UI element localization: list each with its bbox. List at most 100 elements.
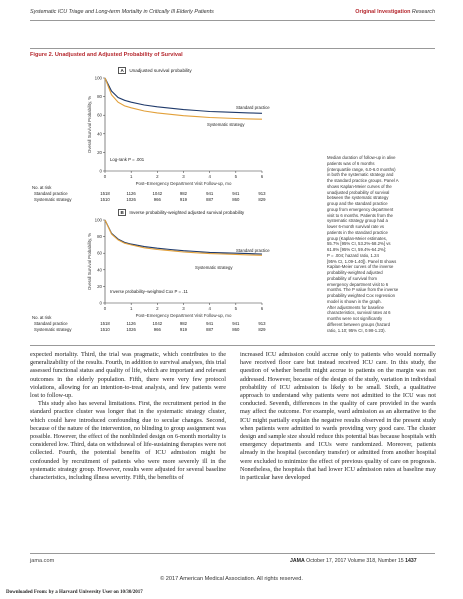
side-note-line: group and the standard practice	[327, 201, 388, 206]
y-tick-label: 80	[97, 94, 102, 99]
at-risk-title: No. at risk	[32, 315, 52, 320]
at-risk-count: 1510	[100, 197, 110, 202]
at-risk-count: 829	[258, 197, 266, 202]
at-risk-title: No. at risk	[32, 185, 52, 190]
download-notice: Downloaded From: by a Harvard University…	[6, 590, 143, 595]
survival-curve-standard	[104, 77, 263, 114]
p-value-annotation: Log-rank P = .001	[110, 157, 145, 162]
x-tick-label: 4	[208, 306, 211, 311]
survival-curve-standard	[104, 219, 263, 255]
at-risk-count: 1126	[127, 191, 137, 196]
side-note-line: P = .004; hazard ratio, 1.24	[327, 252, 379, 258]
x-tick-label: 6	[261, 174, 264, 179]
side-note-line: between the systematic strategy	[327, 195, 389, 201]
side-note-line: unadjusted probability of survival	[327, 189, 390, 195]
side-note-line: probability of survival from	[327, 275, 377, 281]
side-note-line: model is shown in the graph.	[327, 298, 382, 304]
figure-title: Figure 2. Unadjusted and Adjusted Probab…	[30, 52, 183, 58]
y-tick-label: 60	[97, 113, 102, 118]
side-note-line: months. The P value from the inverse	[327, 287, 399, 293]
x-tick-label: 6	[261, 306, 264, 311]
y-tick-label: 20	[97, 150, 102, 155]
x-axis-label: Post–Emergency Department Visit Follow-u…	[136, 313, 232, 318]
at-risk-group: Systematic strategy	[34, 327, 72, 332]
at-risk-count: 829	[258, 327, 266, 332]
y-axis-label: Overall Survival Probability, %	[87, 96, 92, 153]
at-risk-count: 941	[232, 191, 240, 196]
at-risk-count: 919	[180, 197, 188, 202]
panel-b-label: B Inverse probability-weighted adjusted s…	[118, 209, 244, 216]
at-risk-count: 941	[206, 321, 214, 326]
curve-label-systematic: Systematic strategy	[207, 122, 245, 127]
y-tick-label: 100	[95, 218, 103, 223]
figure-bottom-rule	[30, 345, 435, 346]
running-title: Systematic ICU Triage and Long-term Mort…	[30, 9, 214, 15]
at-risk-group: Standard practice	[34, 321, 68, 326]
journal-citation: JAMA October 17, 2017 Volume 318, Number…	[290, 558, 417, 564]
side-note-line: in both the systematic strategy and	[327, 172, 394, 178]
y-tick-label: 60	[97, 251, 102, 256]
body-column-right: increased ICU admission could accrue onl…	[240, 351, 436, 482]
panel-b-letter: B	[118, 209, 127, 216]
side-note-line: Kaplan-Meier curves of the inverse	[327, 264, 394, 270]
at-risk-group: Systematic strategy	[34, 197, 72, 202]
y-tick-label: 100	[95, 76, 103, 81]
side-note-line: emergency department visit to 6	[327, 281, 389, 287]
x-tick-label: 0	[104, 174, 107, 179]
panel-a-letter: A	[118, 67, 127, 74]
x-tick-label: 5	[235, 174, 238, 179]
y-axis-label: Overall Survival Probability, %	[87, 233, 92, 290]
side-note-line: different between groups (hazard	[327, 321, 390, 327]
side-note-line: group (Kaplan-Meier estimates,	[327, 235, 387, 241]
side-note-line: lower 6-month survival rate vs	[327, 224, 385, 229]
curve-label-systematic: Systematic strategy	[195, 265, 233, 270]
x-tick-label: 0	[104, 306, 107, 311]
survival-curve-systematic	[104, 77, 263, 120]
side-note-line: shows Kaplan-Meier curves of the	[327, 183, 392, 189]
x-tick-label: 4	[208, 174, 211, 179]
side-note-line: [95% CI, 1.09-1.40]). Panel B shows	[327, 258, 397, 264]
curve-label-standard: Standard practice	[236, 105, 270, 110]
side-note-line: probability-weighted adjusted	[327, 270, 383, 275]
at-risk-count: 860	[232, 327, 240, 332]
survival-chart-b: 0 20 40 60 80 100 0 1 2 3 4 5 6 Overall Survival Prob…	[32, 218, 270, 333]
at-risk-count: 1126	[127, 321, 137, 326]
subsection-name: Research	[411, 9, 435, 15]
at-risk-count: 860	[232, 197, 240, 202]
body-paragraph: This study also has several limitations.…	[30, 400, 226, 482]
journal-site: jama.com	[30, 558, 55, 564]
side-note-line: 55.7% [95% CI, 53.2%-58.2%] vs	[327, 241, 391, 247]
figure-side-note: Median duration of follow-up in alive pat…	[327, 155, 438, 333]
side-note-line: After adjustments for baseline	[327, 304, 384, 310]
y-tick-label: 0	[100, 169, 103, 174]
at-risk-count: 966	[154, 197, 162, 202]
panel-a-title: Unadjusted survival probability	[129, 68, 192, 73]
side-note-line: (interquartile range, 6.0-6.0 months)	[327, 166, 396, 172]
at-risk-count: 1026	[126, 197, 136, 202]
survival-curve-systematic	[104, 219, 263, 256]
x-tick-label: 1	[130, 174, 133, 179]
side-note-line: systematic strategy group had a	[327, 218, 388, 224]
header-rule	[30, 20, 435, 21]
at-risk-count: 982	[180, 191, 188, 196]
body-paragraph: increased ICU admission could accrue onl…	[240, 351, 436, 482]
at-risk-count: 887	[206, 197, 214, 202]
x-tick-label: 3	[182, 306, 185, 311]
at-risk-count: 1042	[153, 321, 163, 326]
side-note-line: 61.8% [95% CI, 59.4%-64.2%];	[327, 247, 387, 252]
side-note-line: probability weighted Cox regression	[327, 293, 396, 298]
side-note-line: ratio, 1.10; 95% CI, 0.98-1.23).	[327, 327, 386, 333]
side-note-line: group from emergency department	[327, 206, 394, 212]
x-tick-label: 2	[156, 174, 159, 179]
page-number: 1437	[405, 558, 417, 564]
at-risk-count: 913	[258, 321, 266, 326]
side-note-line: patients in the standard practice	[327, 229, 388, 235]
y-tick-label: 80	[97, 234, 102, 239]
side-note-line: characteristics, survival rates at 6	[327, 310, 391, 316]
y-tick-label: 40	[97, 267, 102, 272]
at-risk-count: 1518	[100, 191, 110, 196]
side-note-line: visit to 6 months. Patients from the	[327, 212, 393, 218]
side-note-line: months were not significantly	[327, 316, 383, 321]
footer-rule	[30, 553, 435, 554]
journal-issue: October 17, 2017 Volume 318, Number 15	[306, 558, 404, 564]
